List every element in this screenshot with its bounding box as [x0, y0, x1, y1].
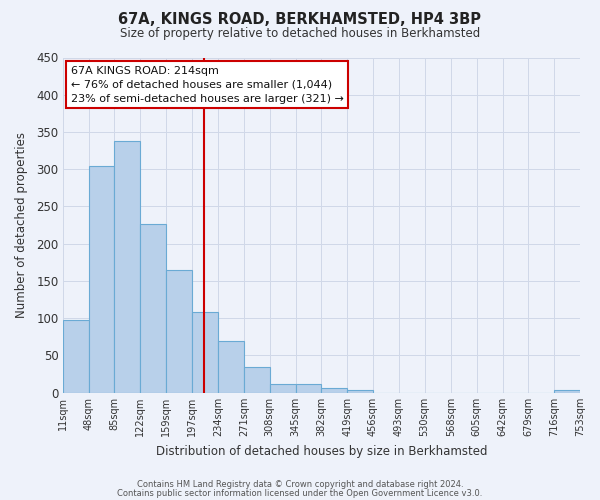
Text: 67A KINGS ROAD: 214sqm
← 76% of detached houses are smaller (1,044)
23% of semi-: 67A KINGS ROAD: 214sqm ← 76% of detached… [71, 66, 343, 104]
Bar [115, 141, 140, 393]
Bar [166, 270, 192, 392]
Text: Size of property relative to detached houses in Berkhamsted: Size of property relative to detached ho… [120, 28, 480, 40]
Text: Contains HM Land Registry data © Crown copyright and database right 2024.: Contains HM Land Registry data © Crown c… [137, 480, 463, 489]
Bar [140, 224, 166, 392]
Bar [554, 390, 580, 392]
Bar [63, 320, 89, 392]
Bar [296, 384, 322, 392]
Text: Contains public sector information licensed under the Open Government Licence v3: Contains public sector information licen… [118, 490, 482, 498]
X-axis label: Distribution of detached houses by size in Berkhamsted: Distribution of detached houses by size … [155, 444, 487, 458]
Y-axis label: Number of detached properties: Number of detached properties [15, 132, 28, 318]
Bar [193, 312, 218, 392]
Bar [244, 366, 270, 392]
Text: 67A, KINGS ROAD, BERKHAMSTED, HP4 3BP: 67A, KINGS ROAD, BERKHAMSTED, HP4 3BP [119, 12, 482, 28]
Bar [89, 166, 115, 392]
Bar [347, 390, 373, 392]
Bar [218, 341, 244, 392]
Bar [270, 384, 296, 392]
Bar [322, 388, 347, 392]
